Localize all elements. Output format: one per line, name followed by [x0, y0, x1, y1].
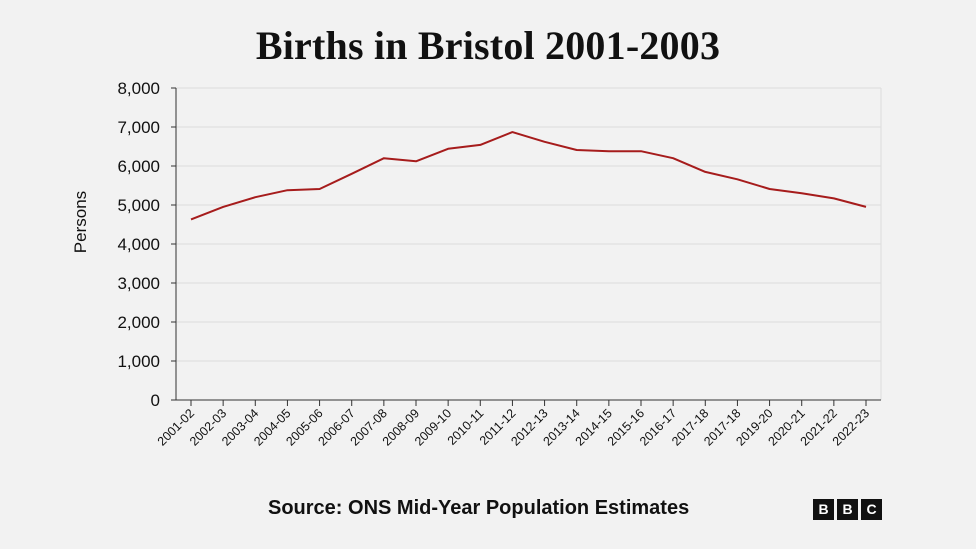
bbc-logo-letter: B: [837, 499, 858, 520]
source-note: Source: ONS Mid-Year Population Estimate…: [268, 497, 690, 519]
bbc-logo-letter: C: [861, 499, 882, 520]
axes: [171, 87, 881, 406]
y-axis-label: Persons: [71, 191, 90, 253]
series-lines: [190, 131, 867, 221]
y-tick-label: 3,000: [117, 274, 160, 293]
series-line: [190, 131, 867, 221]
grid-lines: [176, 87, 882, 400]
x-tick-labels: 2001-022002-032003-042004-052005-062006-…: [155, 406, 872, 448]
y-tick-label: 0: [151, 391, 160, 410]
y-tick-labels: 0 1,000 2,000 3,000 4,000 5,000 6,000 7,000 8,00…: [117, 79, 160, 410]
y-tick-label: 1,000: [117, 352, 160, 371]
y-tick-label: 8,000: [117, 79, 160, 98]
y-tick-label: 2,000: [117, 313, 160, 332]
y-tick-label: 7,000: [117, 118, 160, 137]
y-tick-label: 4,000: [117, 235, 160, 254]
y-tick-label: 6,000: [117, 157, 160, 176]
bbc-logo-letter: B: [813, 499, 834, 520]
bbc-logo: B B C: [813, 499, 882, 520]
chart-title: Births in Bristol 2001-2003: [255, 23, 721, 68]
y-tick-label: 5,000: [117, 196, 160, 215]
